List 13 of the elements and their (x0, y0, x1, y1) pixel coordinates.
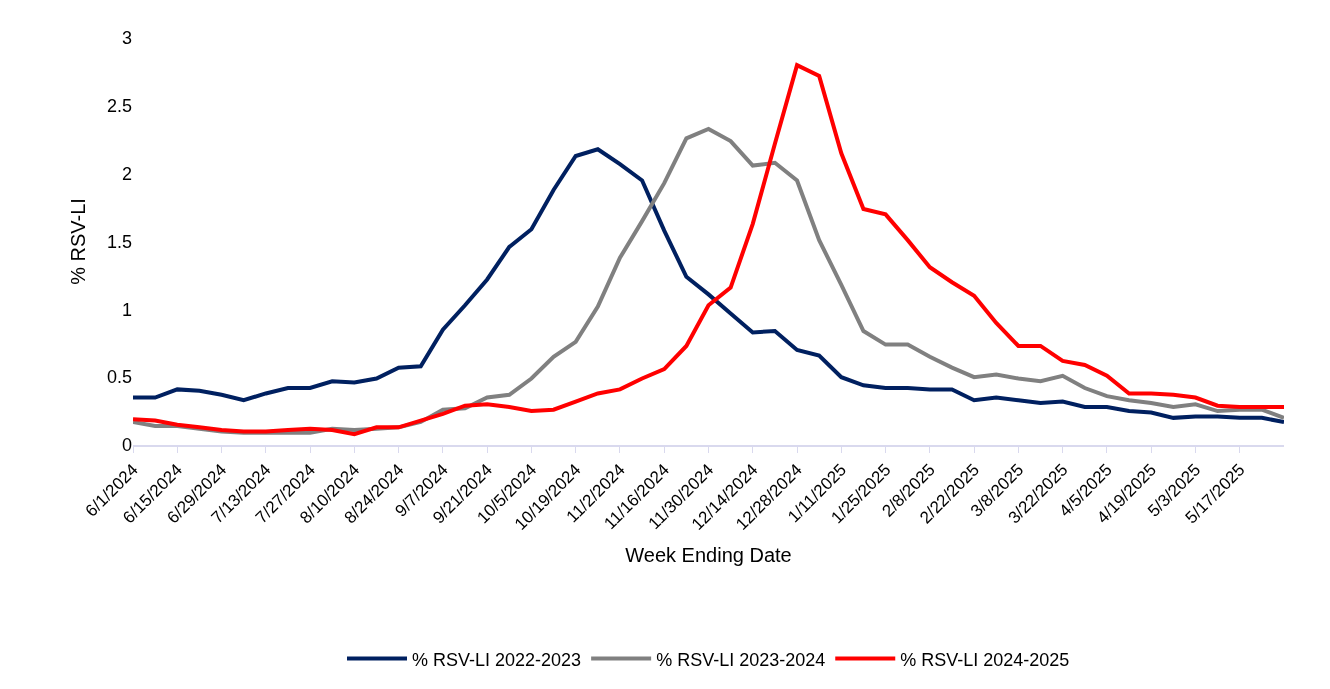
y-tick-label: 2 (121, 163, 132, 184)
y-tick-label: 0.5 (106, 367, 132, 388)
y-tick-label: 1.5 (106, 231, 132, 252)
y-tick-label: 3 (121, 28, 132, 49)
legend-label: % RSV-LI 2024-2025 (900, 649, 1070, 670)
line-series (133, 63, 1284, 437)
y-tick-label: 2.5 (106, 96, 132, 117)
y-axis-title: % RSV-LI (67, 198, 90, 285)
y-tick-label: 1 (121, 299, 132, 320)
legend-label: % RSV-LI 2023-2024 (656, 649, 826, 670)
x-axis-title: Week Ending Date (625, 543, 792, 566)
legend-label: % RSV-LI 2022-2023 (412, 649, 582, 670)
y-tick-label: 0 (121, 435, 132, 456)
